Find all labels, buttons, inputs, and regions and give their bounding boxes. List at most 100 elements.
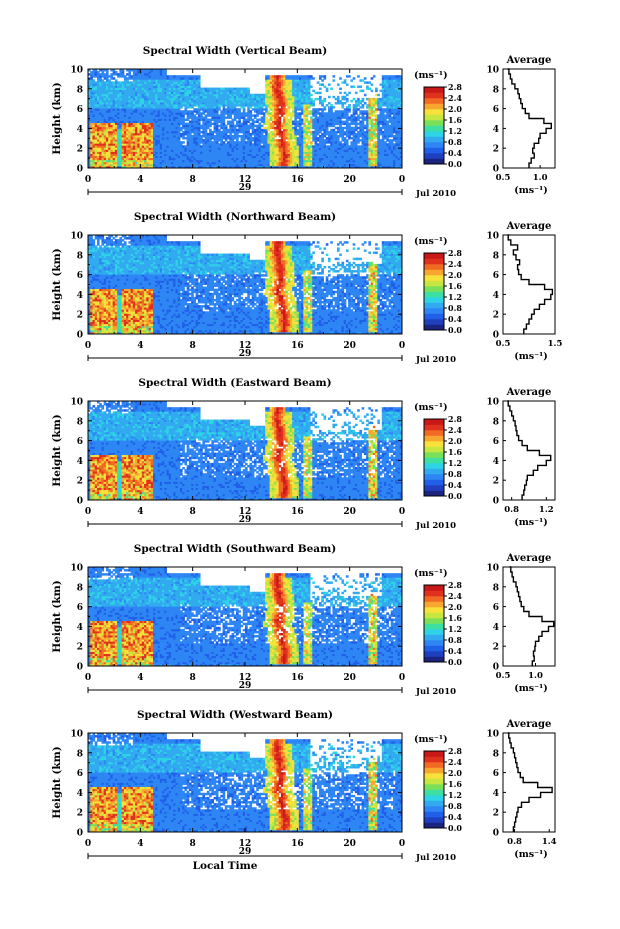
heatmap-cell: [362, 98, 365, 100]
heatmap-cell: [310, 137, 313, 139]
heatmap-cell: [341, 96, 344, 98]
heatmap-cell: [328, 83, 331, 85]
heatmap-cell: [350, 100, 353, 102]
heatmap-cell: [319, 135, 322, 137]
heatmap-cell: [131, 75, 134, 77]
heatmap-cell: [341, 81, 344, 83]
heatmap-cell: [294, 75, 297, 77]
heatmap-cell: [348, 92, 351, 94]
heatmap-cell: [344, 79, 347, 81]
heatmap-cell: [225, 125, 228, 127]
heatmap-cell: [350, 137, 353, 139]
panel-1: Spectral Width (Vertical Beam)0246810Hei…: [51, 45, 555, 199]
heatmap-cell: [272, 131, 275, 133]
heatmap-cell: [200, 145, 203, 147]
heatmap-cell: [335, 98, 338, 100]
heatmap-cell: [362, 90, 365, 92]
heatmap-cell: [193, 108, 196, 110]
heatmap-cell: [90, 71, 93, 73]
heatmap-cell: [319, 83, 322, 85]
heatmap-cell: [353, 77, 356, 79]
heatmap-cell: [209, 119, 212, 121]
heatmap-cell: [319, 92, 322, 94]
heatmap-cell: [326, 145, 329, 147]
heatmap-cell: [184, 123, 187, 125]
heatmap-cell: [241, 88, 244, 90]
heatmap-cell: [366, 98, 369, 100]
heatmap-cell: [184, 137, 187, 139]
heatmap-cell: [357, 123, 360, 125]
heatmap-cell: [209, 129, 212, 131]
heatmap-cell: [357, 75, 360, 77]
heatmap-cell: [366, 81, 369, 83]
heatmap-cell: [353, 86, 356, 88]
heatmap-cell: [341, 121, 344, 123]
heatmap-cell: [184, 119, 187, 121]
heatmap-cell: [359, 86, 362, 88]
heatmap-cell: [122, 81, 125, 83]
heatmap-cell: [335, 110, 338, 112]
heatmap-cell: [341, 127, 344, 129]
heatmap-cell: [366, 110, 369, 112]
heatmap-cell: [200, 88, 203, 90]
heatmap-cell: [209, 88, 212, 90]
heatmap-cell: [184, 145, 187, 147]
heatmap-cell: [131, 81, 134, 83]
heatmap-cell: [225, 88, 228, 90]
heatmap-cell: [355, 92, 358, 94]
heatmap-cell: [364, 94, 367, 96]
heatmap-cell: [225, 116, 228, 118]
heatmap-cell: [288, 75, 291, 77]
heatmap-cell: [256, 119, 259, 121]
heatmap-cell: [288, 119, 291, 121]
heatmap-cell: [350, 86, 353, 88]
heatmap-cell: [324, 98, 327, 100]
heatmap-cell: [357, 98, 360, 100]
heatmap-cell: [200, 135, 203, 137]
heatmap-cell: [200, 131, 203, 133]
heatmap-cell: [310, 94, 313, 96]
heatmap-cell: [366, 86, 369, 88]
heatmap-cell: [193, 114, 196, 116]
heatmap-cell: [350, 79, 353, 81]
heatmap-cell: [350, 127, 353, 129]
heatmap-cell: [339, 92, 342, 94]
heatmap-cell: [182, 141, 185, 143]
heatmap-cell: [324, 75, 327, 77]
heatmap-cell: [310, 75, 313, 77]
heatmap-cell: [216, 88, 219, 90]
heatmap-cell: [310, 110, 313, 112]
heatmap-cell: [357, 127, 360, 129]
heatmap-cell: [332, 79, 335, 81]
heatmap-cell: [193, 75, 196, 77]
heatmap-cell: [312, 77, 315, 79]
heatmap-cell: [337, 83, 340, 85]
heatmap-cell: [357, 145, 360, 147]
heatmap-cell: [115, 71, 118, 73]
heatmap-cell: [335, 131, 338, 133]
heatmap-cell: [241, 123, 244, 125]
heatmap-cell: [357, 86, 360, 88]
heatmap-cell: [200, 112, 203, 114]
heatmap-cell: [184, 75, 187, 77]
heatmap-cell: [225, 143, 228, 145]
heatmap-cell: [326, 88, 329, 90]
heatmap-cell: [263, 127, 266, 129]
heatmap-cell: [263, 135, 266, 137]
heatmap-cell: [319, 75, 322, 77]
heatmap-cell: [326, 137, 329, 139]
heatmap-cell: [279, 139, 282, 141]
heatmap-cell: [303, 75, 306, 77]
heatmap-cell: [332, 106, 335, 108]
heatmap-cell: [364, 77, 367, 79]
heatmap-cell: [279, 108, 282, 110]
heatmap-cell: [341, 102, 344, 104]
heatmap-cell: [263, 94, 266, 96]
heatmap-cell: [178, 75, 181, 77]
heatmap-cell: [263, 112, 266, 114]
heatmap-cell: [348, 75, 351, 77]
heatmap-cell: [99, 73, 102, 75]
heatmap-cell: [232, 88, 235, 90]
heatmap-cell: [319, 112, 322, 114]
